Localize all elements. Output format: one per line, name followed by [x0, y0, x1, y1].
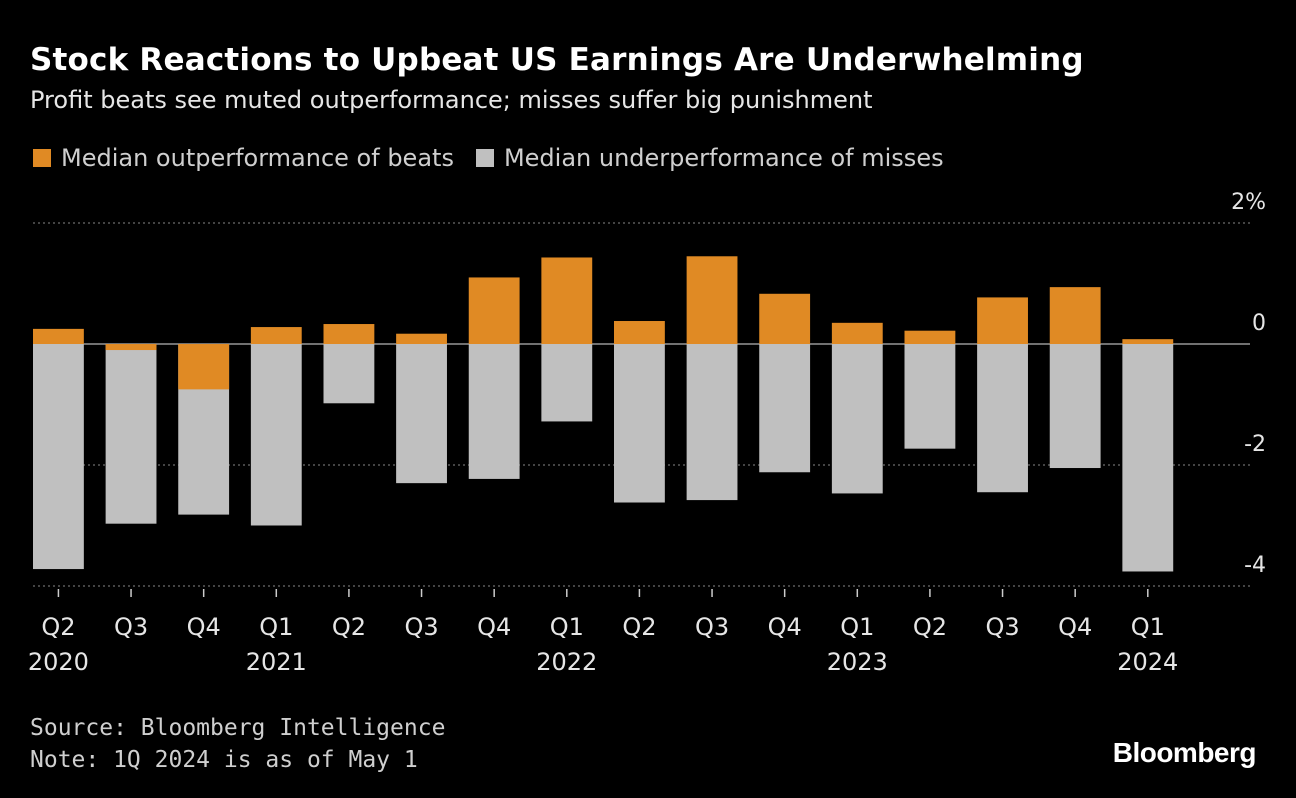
bar-misses	[323, 344, 375, 404]
bar-beats	[178, 344, 230, 390]
bar-beats	[468, 277, 520, 344]
bar-misses	[250, 344, 302, 526]
bar-beats	[831, 322, 883, 344]
chart-title: Stock Reactions to Upbeat US Earnings Ar…	[30, 42, 1084, 78]
x-tick-label: Q1	[550, 613, 584, 641]
date-note: Note: 1Q 2024 is as of May 1	[30, 747, 418, 773]
x-tick-label: Q2	[622, 613, 656, 641]
bar-misses	[468, 344, 520, 479]
x-tick-label: Q1	[840, 613, 874, 641]
x-tick-label: Q2	[913, 613, 947, 641]
bar-beats	[1049, 287, 1101, 344]
legend-label-misses: Median underperformance of misses	[503, 144, 944, 172]
legend-label-beats: Median outperformance of beats	[61, 144, 454, 172]
bar-misses	[686, 344, 738, 501]
x-year-label: 2024	[1117, 648, 1178, 676]
bar-beats	[977, 297, 1028, 344]
x-tick-label: Q3	[404, 613, 438, 641]
bar-beats	[686, 256, 738, 344]
x-year-label: 2020	[28, 648, 89, 676]
x-tick-label: Q3	[114, 613, 148, 641]
bar-misses	[396, 344, 447, 484]
bar-misses	[614, 344, 665, 503]
bar-misses	[831, 344, 883, 494]
bar-misses	[759, 344, 811, 473]
x-tick-label: Q2	[41, 613, 75, 641]
x-year-label: 2021	[246, 648, 307, 676]
x-year-label: 2023	[827, 648, 888, 676]
bar-beats	[614, 321, 665, 344]
source-note: Source: Bloomberg Intelligence	[30, 715, 446, 741]
y-tick-label: -2	[1244, 432, 1266, 457]
x-tick-label: Q1	[259, 613, 293, 641]
bar-misses	[541, 344, 593, 422]
x-tick-label: Q4	[1058, 613, 1092, 641]
bar-beats	[759, 293, 811, 344]
bar-misses	[105, 344, 157, 524]
y-tick-label: 2%	[1231, 190, 1266, 215]
bar-beats	[323, 324, 375, 344]
bar-misses	[904, 344, 956, 449]
bar-beats	[1122, 339, 1174, 344]
bar-misses	[1049, 344, 1101, 469]
bar-beats	[250, 327, 302, 344]
legend-item-beats: Median outperformance of beats	[33, 144, 454, 172]
bar-beats	[904, 330, 956, 344]
bar-misses	[33, 344, 84, 570]
legend-item-misses: Median underperformance of misses	[475, 144, 944, 172]
y-tick-label: 0	[1252, 311, 1266, 336]
legend: Median outperformance of beats Median un…	[33, 144, 966, 172]
bar-beats	[105, 344, 157, 351]
bar-beats	[396, 333, 447, 344]
legend-swatch-misses	[475, 149, 494, 167]
x-tick-label: Q2	[332, 613, 366, 641]
footer: Source: Bloomberg Intelligence Note: 1Q …	[30, 712, 445, 776]
legend-swatch-beats	[33, 149, 51, 167]
x-tick-label: Q4	[477, 613, 511, 641]
x-year-label: 2022	[536, 648, 597, 676]
bar-beats	[33, 328, 84, 344]
chart-subtitle: Profit beats see muted outperformance; m…	[30, 86, 873, 114]
x-tick-label: Q4	[187, 613, 221, 641]
bar-beats	[541, 257, 593, 344]
x-tick-label: Q4	[768, 613, 802, 641]
bar-misses	[1122, 344, 1174, 572]
bar-misses	[977, 344, 1028, 493]
x-tick-label: Q3	[985, 613, 1019, 641]
x-tick-label: Q1	[1131, 613, 1165, 641]
y-tick-label: -4	[1244, 553, 1266, 578]
bloomberg-logo: Bloomberg	[1112, 737, 1257, 768]
x-tick-label: Q3	[695, 613, 729, 641]
